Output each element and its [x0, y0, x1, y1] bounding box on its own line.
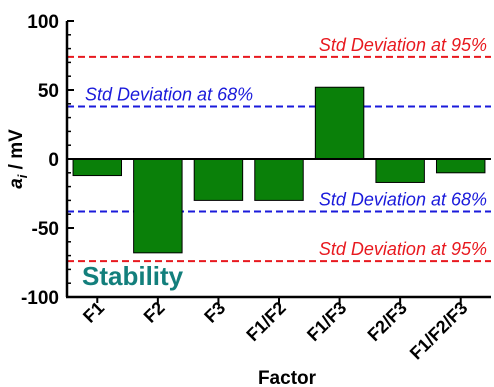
x-tick-label: F1/F3	[303, 298, 350, 345]
x-axis-title: Factor	[258, 368, 317, 387]
reference-line-label: Std Deviation at 68%	[85, 85, 253, 105]
x-tick-label: F1	[79, 298, 108, 327]
x-tick-label: F1/F2	[242, 298, 289, 345]
y-axis-title: ai / mV	[6, 129, 30, 189]
y-tick-label: -100	[21, 288, 59, 309]
x-tick-label: F2/F3	[364, 298, 411, 345]
stability-annotation: Stability	[82, 261, 184, 291]
x-tick-label: F2	[140, 298, 169, 327]
bars	[72, 86, 486, 254]
reference-line-label: Std Deviation at 68%	[319, 189, 487, 209]
x-tick-label: F1/F2/F3	[406, 298, 472, 364]
bar	[314, 86, 365, 160]
y-axis-subscript: i	[15, 174, 30, 178]
y-tick-label: 0	[48, 150, 59, 171]
y-tick-label: -50	[32, 219, 59, 240]
y-tick-label: 50	[38, 81, 59, 102]
bar	[435, 158, 486, 174]
bar	[375, 158, 425, 183]
y-axis-unit: / mV	[6, 129, 27, 175]
bar	[193, 158, 244, 201]
reference-line-label: Std Deviation at 95%	[319, 239, 487, 259]
bar	[254, 158, 304, 201]
y-tick-label: 100	[27, 12, 59, 33]
axes	[65, 20, 491, 303]
y-axis-symbol: a	[6, 178, 27, 189]
labels: Std Deviation at 95% Std Deviation at 68%…	[6, 12, 487, 387]
bar	[133, 158, 183, 254]
bar	[72, 158, 123, 177]
reference-line-label: Std Deviation at 95%	[319, 35, 487, 55]
x-tick-label: F3	[200, 298, 229, 327]
